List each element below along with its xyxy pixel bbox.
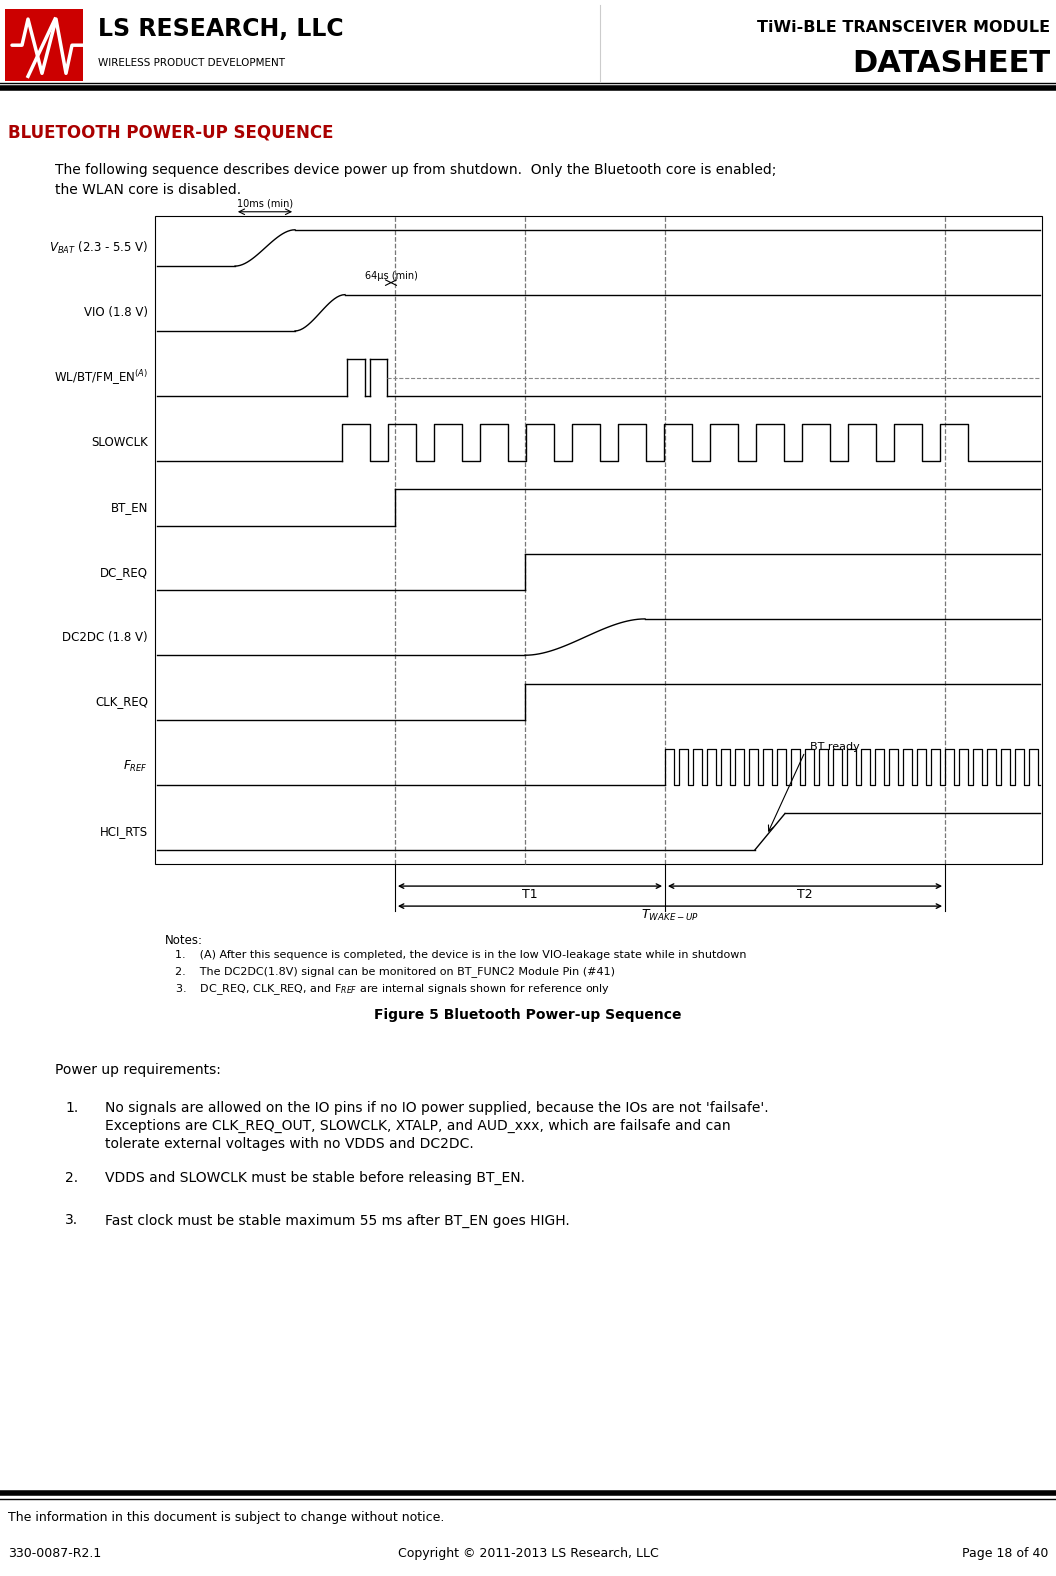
Text: BLUETOOTH POWER-UP SEQUENCE: BLUETOOTH POWER-UP SEQUENCE — [8, 123, 334, 142]
Text: 3.    DC_REQ, CLK_REQ, and F$_{REF}$ are internal signals shown for reference on: 3. DC_REQ, CLK_REQ, and F$_{REF}$ are in… — [175, 982, 610, 998]
Text: 2.    The DC2DC(1.8V) signal can be monitored on BT_FUNC2 Module Pin (#41): 2. The DC2DC(1.8V) signal can be monitor… — [175, 966, 615, 977]
Text: T1: T1 — [522, 889, 538, 901]
Bar — [155, 216, 1042, 864]
Text: The information in this document is subject to change without notice.: The information in this document is subj… — [8, 1511, 445, 1524]
Text: DC_REQ: DC_REQ — [100, 566, 148, 578]
Text: WL/BT/FM_EN$^{(A)}$: WL/BT/FM_EN$^{(A)}$ — [54, 369, 148, 388]
Text: HCI_RTS: HCI_RTS — [100, 826, 148, 838]
Text: T2: T2 — [797, 889, 813, 901]
Text: WIRELESS PRODUCT DEVELOPMENT: WIRELESS PRODUCT DEVELOPMENT — [98, 58, 285, 68]
Text: SLOWCLK: SLOWCLK — [91, 437, 148, 449]
Text: 1.: 1. — [65, 1102, 78, 1116]
Text: No signals are allowed on the IO pins if no IO power supplied, because the IOs a: No signals are allowed on the IO pins if… — [105, 1102, 769, 1116]
Text: 10ms (min): 10ms (min) — [237, 199, 294, 208]
Text: VDDS and SLOWCLK must be stable before releasing BT_EN.: VDDS and SLOWCLK must be stable before r… — [105, 1171, 525, 1185]
Text: DATASHEET: DATASHEET — [852, 49, 1050, 77]
Text: the WLAN core is disabled.: the WLAN core is disabled. — [55, 183, 241, 197]
Text: $V_{BAT}$ (2.3 - 5.5 V): $V_{BAT}$ (2.3 - 5.5 V) — [49, 240, 148, 255]
Text: TiWi-BLE TRANSCEIVER MODULE: TiWi-BLE TRANSCEIVER MODULE — [757, 19, 1050, 35]
Text: 3.: 3. — [65, 1214, 78, 1228]
Text: $T_{WAKE-UP}$: $T_{WAKE-UP}$ — [641, 908, 699, 924]
Text: VIO (1.8 V): VIO (1.8 V) — [84, 306, 148, 320]
Text: LS RESEARCH, LLC: LS RESEARCH, LLC — [98, 17, 343, 41]
Text: DC2DC (1.8 V): DC2DC (1.8 V) — [62, 630, 148, 643]
Text: 330-0087-R2.1: 330-0087-R2.1 — [8, 1548, 101, 1560]
Text: CLK_REQ: CLK_REQ — [95, 695, 148, 709]
Text: Fast clock must be stable maximum 55 ms after BT_EN goes HIGH.: Fast clock must be stable maximum 55 ms … — [105, 1214, 570, 1228]
Text: tolerate external voltages with no VDDS and DC2DC.: tolerate external voltages with no VDDS … — [105, 1138, 474, 1152]
Bar — [5, 9, 83, 82]
Text: 2.: 2. — [65, 1171, 78, 1185]
Text: The following sequence describes device power up from shutdown.  Only the Blueto: The following sequence describes device … — [55, 164, 776, 178]
Text: Power up requirements:: Power up requirements: — [55, 1064, 221, 1078]
Text: Notes:: Notes: — [165, 935, 203, 947]
Text: 64μs (min): 64μs (min) — [364, 271, 417, 281]
Text: Copyright © 2011-2013 LS Research, LLC: Copyright © 2011-2013 LS Research, LLC — [398, 1548, 658, 1560]
Text: Page 18 of 40: Page 18 of 40 — [962, 1548, 1048, 1560]
Text: Figure 5 Bluetooth Power-up Sequence: Figure 5 Bluetooth Power-up Sequence — [374, 1009, 682, 1023]
Text: 1.    (A) After this sequence is completed, the device is in the low VIO-leakage: 1. (A) After this sequence is completed,… — [175, 950, 747, 960]
Text: Exceptions are CLK_REQ_OUT, SLOWCLK, XTALP, and AUD_xxx, which are failsafe and : Exceptions are CLK_REQ_OUT, SLOWCLK, XTA… — [105, 1119, 731, 1133]
Text: $F_{REF}$: $F_{REF}$ — [124, 760, 148, 774]
Text: BT ready: BT ready — [810, 742, 860, 752]
Text: BT_EN: BT_EN — [111, 501, 148, 514]
